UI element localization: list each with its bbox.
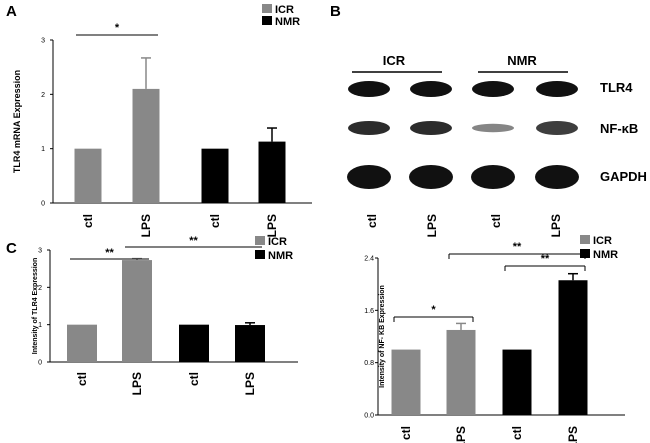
legend-swatch (262, 16, 272, 25)
x-tick-label: LPS (139, 214, 153, 237)
bar (558, 280, 588, 415)
blot-band (472, 123, 514, 133)
y-tick-label: 1 (38, 322, 42, 329)
bar (502, 349, 532, 415)
blot-band (472, 81, 514, 97)
x-tick-label: LPS (566, 426, 580, 443)
blot-bands (347, 81, 579, 189)
y-tick-label: 3 (38, 248, 42, 255)
western-blot: ICR NMR TLR4 NF-κB GAPDH ctl LPS ctl LPS (347, 53, 647, 237)
y-tick-label: 1.6 (364, 308, 374, 315)
significance-label: ** (189, 235, 198, 247)
blot-band (536, 81, 578, 97)
bar (132, 88, 160, 203)
blot-band (471, 165, 515, 189)
legend-swatch (580, 235, 590, 244)
panel-label-c: C (6, 240, 17, 257)
x-tick-label: LPS (130, 372, 144, 395)
x-tick-label: ctl (187, 372, 201, 386)
blot-band (347, 165, 391, 189)
blot-group-label-nmr: NMR (507, 53, 537, 68)
significance-label: ** (513, 241, 522, 253)
chart-nfkb-protein: 0.0 0.8 1.6 2.4 Intensity of NF- KB Expressi… (364, 235, 625, 443)
bar (391, 349, 421, 415)
x-tick-label: ctl (399, 426, 413, 440)
y-axis-label: Intensity of TLR4 Expression (32, 258, 39, 354)
y-tick-label: 0.8 (364, 360, 374, 367)
bar (179, 324, 209, 362)
bar (74, 148, 102, 203)
y-axis-label: TLR4 mRNA Expression (12, 70, 22, 173)
x-tick-label: LPS (243, 372, 257, 395)
blot-band (410, 121, 452, 135)
legend-label: NMR (268, 250, 293, 262)
blot-band (536, 121, 578, 135)
x-tick-label: LPS (265, 214, 279, 237)
bar (446, 329, 476, 415)
chart-tlr4-protein: 0 1 2 3 Intensity of TLR4 Expression ctl LPS ct… (32, 235, 298, 395)
blot-lane-label-1: ctl (365, 214, 379, 228)
legend-swatch (255, 250, 265, 259)
x-tick-label: ctl (81, 214, 95, 228)
legend-label: ICR (268, 236, 287, 248)
y-tick-label: 3 (41, 38, 45, 45)
blot-lane-label-2: LPS (425, 214, 439, 237)
x-tick-label: ctl (510, 426, 524, 440)
blot-row-label-nfkb: NF-κB (600, 121, 638, 136)
x-tick-label: LPS (454, 426, 468, 443)
bar (201, 148, 229, 203)
legend-swatch (255, 236, 265, 245)
x-tick-label: ctl (208, 214, 222, 228)
blot-lane-label-3: ctl (489, 214, 503, 228)
panel-label-b: B (330, 3, 341, 20)
significance-label: ** (541, 253, 550, 265)
chart-tlr4-mrna: 0 1 2 3 TLR4 mRNA Expression ctl LPS ctl LPS ICRN… (12, 4, 312, 237)
blot-band (409, 165, 453, 189)
y-tick-label: 2 (41, 92, 45, 99)
legend-label: NMR (275, 16, 300, 28)
bar (67, 324, 97, 362)
y-axis-label: Intensity of NF- KB Expression (379, 285, 386, 388)
y-tick-label: 0 (38, 360, 42, 367)
legend-label: NMR (593, 249, 618, 261)
bar (235, 325, 265, 362)
y-tick-label: 1 (41, 146, 45, 153)
legend-label: ICR (275, 4, 294, 16)
blot-band (410, 81, 452, 97)
y-tick-label: 2 (38, 285, 42, 292)
blot-lane-label-4: LPS (549, 214, 563, 237)
bar (258, 141, 286, 203)
legend-swatch (262, 4, 272, 13)
panel-label-a: A (6, 3, 17, 20)
blot-group-label-icr: ICR (383, 53, 406, 68)
significance-label: * (431, 304, 436, 316)
y-tick-label: 2.4 (364, 256, 374, 263)
significance-label: ** (105, 247, 114, 259)
blot-row-label-tlr4: TLR4 (600, 80, 633, 95)
y-tick-label: 0 (41, 201, 45, 208)
significance-label: * (115, 22, 120, 34)
y-tick-label: 0.0 (364, 413, 374, 420)
blot-band (348, 121, 390, 135)
legend-label: ICR (593, 235, 612, 247)
x-tick-label: ctl (75, 372, 89, 386)
blot-band (535, 165, 579, 189)
blot-row-label-gapdh: GAPDH (600, 169, 647, 184)
blot-band (348, 81, 390, 97)
bar (122, 260, 152, 362)
